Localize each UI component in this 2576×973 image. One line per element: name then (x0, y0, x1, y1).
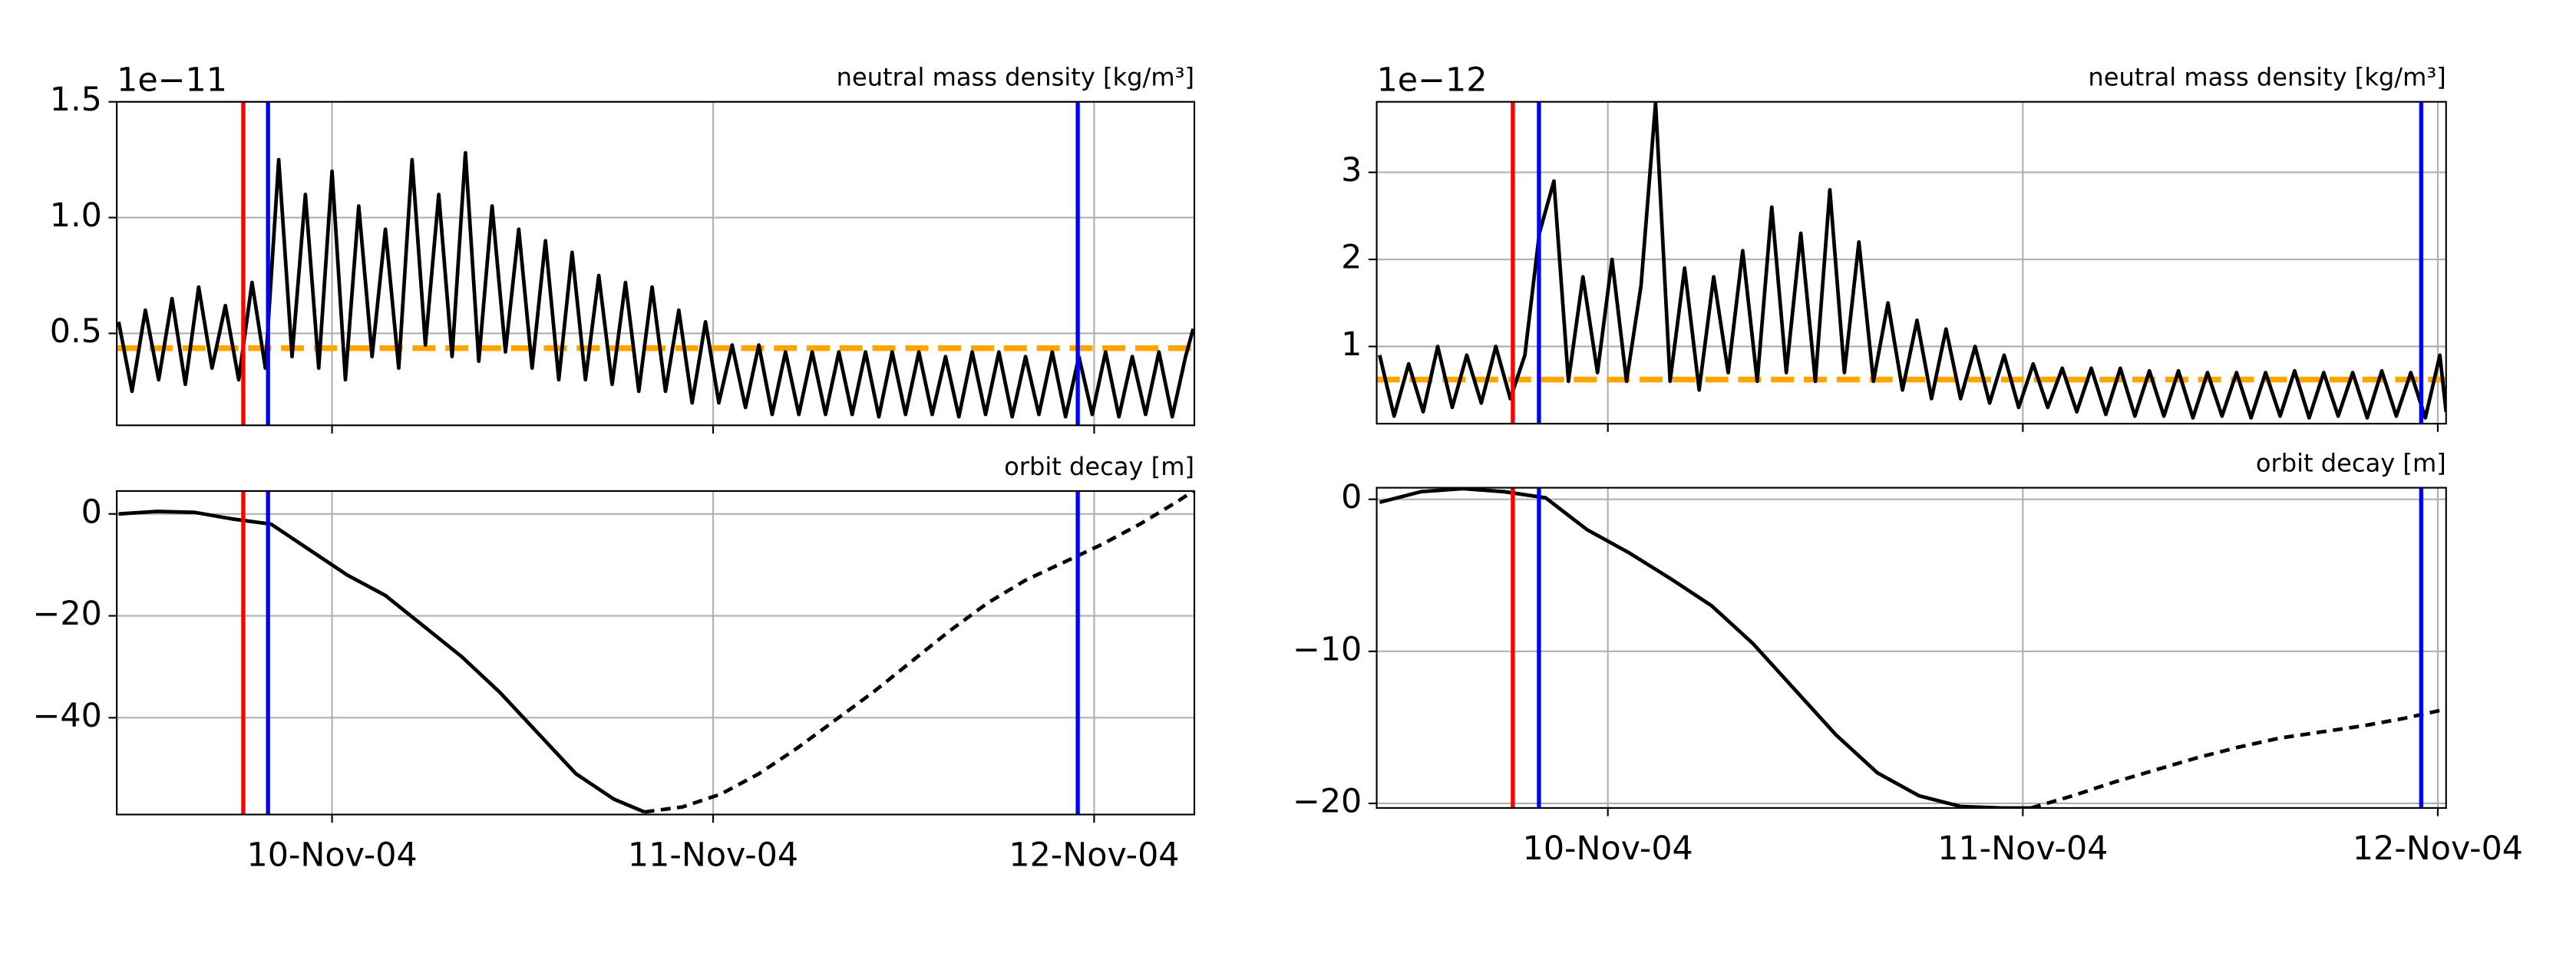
y-tick-label: 1.5 (50, 81, 102, 119)
y-tick-label: 1.0 (50, 196, 102, 235)
plot-area (1379, 487, 2446, 808)
y-tick-label: −20 (33, 595, 102, 633)
data-line (644, 490, 1194, 814)
y-tick-label: 0.5 (50, 312, 102, 351)
offset-label: 1e−12 (1377, 61, 1488, 100)
axis-title: orbit decay [m] (1004, 452, 1194, 481)
data-line (118, 510, 646, 814)
axes-frame (1376, 486, 2447, 809)
subplot: −20 −10 0 10-Nov-04 11-Nov-04 12-Nov-04 orbit … (1293, 449, 2523, 868)
y-tick-label: 2 (1341, 239, 1362, 277)
y-tick-label: 3 (1341, 151, 1362, 190)
axis-title: orbit decay [m] (2256, 449, 2446, 478)
data-line (117, 150, 1195, 419)
y-tick-label: 1 (1341, 325, 1362, 364)
data-line (2030, 707, 2446, 808)
axes-frame (1376, 101, 2447, 425)
axes-frame (116, 101, 1196, 427)
x-tick-label: 12-Nov-04 (2353, 830, 2523, 868)
y-tick-label: −40 (33, 697, 102, 735)
subplot: −40 −20 0 10-Nov-04 11-Nov-04 12-Nov-04 orbit … (33, 452, 1196, 875)
y-tick-label: −20 (1293, 782, 1362, 820)
y-tick-label: −10 (1293, 630, 1362, 668)
x-tick-label: 12-Nov-04 (1009, 836, 1179, 875)
x-tick-label: 11-Nov-04 (1937, 830, 2108, 868)
x-tick-label: 10-Nov-04 (1523, 830, 1693, 868)
subplot: 0.5 1.0 1.5 neutral mass density [kg/m³] 1e−… (50, 61, 1196, 434)
plot-area (1376, 101, 2446, 424)
data-line (1379, 487, 2032, 808)
data-line (1378, 101, 2446, 420)
x-tick-label: 10-Nov-04 (247, 836, 418, 875)
x-tick-label: 11-Nov-04 (628, 836, 798, 875)
axis-title: neutral mass density [kg/m³] (2088, 63, 2446, 92)
plot-area (118, 490, 1194, 815)
offset-label: 1e−11 (117, 61, 227, 100)
y-tick-label: 0 (81, 493, 102, 531)
axes-frame (116, 490, 1196, 816)
subplot: 1 2 3 neutral mass density [kg/m³] 1e−12 (1341, 61, 2447, 432)
y-tick-label: 0 (1341, 478, 1362, 516)
plot-area (117, 101, 1195, 426)
axis-title: neutral mass density [kg/m³] (837, 63, 1194, 92)
